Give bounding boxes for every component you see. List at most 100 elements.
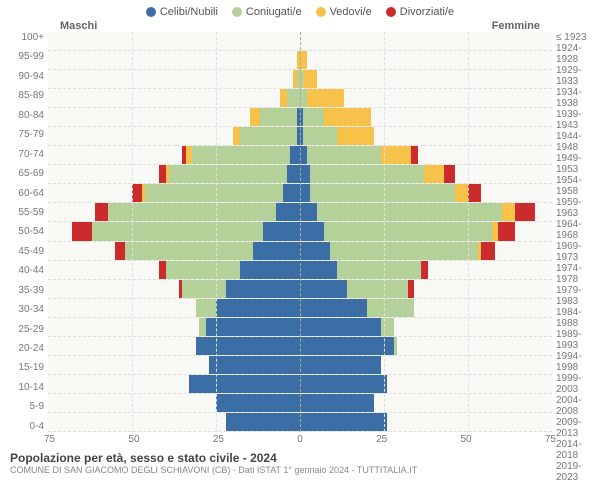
bar-segment xyxy=(394,337,397,355)
bar-segment xyxy=(381,146,411,164)
y-tick-birth: 1959-1963 xyxy=(556,197,596,219)
y-tick-age: 25-29 xyxy=(4,324,44,335)
females-half xyxy=(300,203,552,221)
males-half xyxy=(48,242,300,260)
bar-segment xyxy=(381,318,394,336)
y-tick-age: 80-84 xyxy=(4,110,44,121)
y-tick-birth: 1934-1938 xyxy=(556,87,596,109)
bar-segment xyxy=(290,146,300,164)
bar-segment xyxy=(287,165,300,183)
females-half xyxy=(300,51,552,69)
y-tick-birth: 1989-1993 xyxy=(556,329,596,351)
bar-segment xyxy=(159,261,166,279)
bar-segment xyxy=(337,127,374,145)
males-half xyxy=(48,70,300,88)
females-half xyxy=(300,299,552,317)
y-axis-right: ≤ 19231924-19281929-19331934-19381939-19… xyxy=(552,32,596,432)
bar-segment xyxy=(303,127,337,145)
bar-segment xyxy=(515,203,535,221)
females-half xyxy=(300,184,552,202)
bar-segment xyxy=(182,280,226,298)
bar-segment xyxy=(283,184,300,202)
bar-segment xyxy=(206,318,300,336)
males-half xyxy=(48,165,300,183)
legend-label: Coniugati/e xyxy=(246,6,302,18)
bar-segment xyxy=(300,299,367,317)
x-tick: 25 xyxy=(213,434,224,445)
females-half xyxy=(300,32,552,50)
legend-item: Divorziati/e xyxy=(386,6,454,18)
bar-segment xyxy=(250,108,260,126)
bar-segment xyxy=(411,146,418,164)
bar-segment xyxy=(300,184,310,202)
bar-segment xyxy=(169,165,287,183)
y-tick-birth: 1949-1953 xyxy=(556,153,596,175)
bar-segment xyxy=(196,337,300,355)
females-half xyxy=(300,242,552,260)
y-tick-birth: 1994-1998 xyxy=(556,351,596,373)
legend-swatch xyxy=(316,7,326,17)
females-half xyxy=(300,356,552,374)
footer-title: Popolazione per età, sesso e stato civil… xyxy=(10,451,590,465)
y-tick-birth: 2019-2023 xyxy=(556,461,596,483)
y-tick-birth: 1974-1978 xyxy=(556,263,596,285)
x-tick: 25 xyxy=(376,434,387,445)
bar-segment xyxy=(240,261,300,279)
plot xyxy=(48,32,552,432)
bar-segment xyxy=(192,146,289,164)
males-half xyxy=(48,222,300,240)
females-half xyxy=(300,108,552,126)
bar-segment xyxy=(300,146,307,164)
y-tick-age: 60-64 xyxy=(4,188,44,199)
legend: Celibi/NubiliConiugati/eVedovi/eDivorzia… xyxy=(0,0,600,20)
females-half xyxy=(300,280,552,298)
males-half xyxy=(48,375,300,393)
y-tick-birth: ≤ 1923 xyxy=(556,32,596,43)
legend-item: Vedovi/e xyxy=(316,6,372,18)
y-tick-age: 20-24 xyxy=(4,343,44,354)
bar-segment xyxy=(95,203,108,221)
bar-segment xyxy=(145,184,283,202)
y-tick-age: 70-74 xyxy=(4,149,44,160)
males-half xyxy=(48,318,300,336)
bar-segment xyxy=(498,222,515,240)
bar-segment xyxy=(300,280,347,298)
y-tick-birth: 1939-1943 xyxy=(556,109,596,131)
females-half xyxy=(300,413,552,431)
males-half xyxy=(48,413,300,431)
y-tick-birth: 1954-1958 xyxy=(556,175,596,197)
y-tick-age: 10-14 xyxy=(4,382,44,393)
legend-item: Coniugati/e xyxy=(232,6,302,18)
bar-segment xyxy=(253,242,300,260)
bar-segment xyxy=(125,242,253,260)
females-half xyxy=(300,127,552,145)
header-males: Maschi xyxy=(60,20,97,32)
bar-segment xyxy=(132,184,142,202)
y-tick-birth: 1964-1968 xyxy=(556,219,596,241)
y-tick-birth: 1969-1973 xyxy=(556,241,596,263)
gender-headers: Maschi Femmine xyxy=(0,20,600,32)
females-half xyxy=(300,89,552,107)
males-half xyxy=(48,32,300,50)
bar-segment xyxy=(347,280,407,298)
bar-segment xyxy=(300,318,381,336)
bar-segment xyxy=(337,261,421,279)
y-tick-age: 40-44 xyxy=(4,265,44,276)
bar-segment xyxy=(408,280,415,298)
bar-segment xyxy=(303,70,316,88)
females-half xyxy=(300,337,552,355)
y-tick-age: 75-79 xyxy=(4,129,44,140)
x-tick: 50 xyxy=(128,434,139,445)
y-tick-birth: 2004-2008 xyxy=(556,395,596,417)
bar-segment xyxy=(226,280,300,298)
males-half xyxy=(48,394,300,412)
males-half xyxy=(48,146,300,164)
bar-segment xyxy=(492,222,499,240)
bar-segment xyxy=(209,356,300,374)
y-tick-age: 55-59 xyxy=(4,207,44,218)
bar-segment xyxy=(367,299,414,317)
bar-segment xyxy=(287,89,300,107)
bar-segment xyxy=(300,394,374,412)
y-tick-age: 5-9 xyxy=(4,401,44,412)
bar-segment xyxy=(330,242,478,260)
